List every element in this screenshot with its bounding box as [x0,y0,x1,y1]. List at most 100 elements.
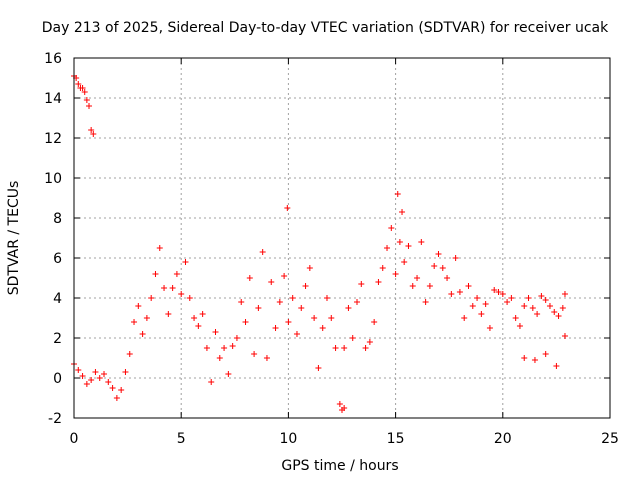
data-point [469,303,476,309]
data-point [173,271,180,277]
data-point [426,283,433,289]
data-point [182,259,189,265]
data-point [379,265,386,271]
data-point [75,81,82,87]
data-point [276,299,283,305]
data-point [392,271,399,277]
data-point [272,325,279,331]
data-point [405,243,412,249]
data-point [81,89,88,95]
data-point [546,303,553,309]
data-point [79,85,86,91]
data-point [148,295,155,301]
data-point [92,369,99,375]
data-point [486,325,493,331]
data-point [531,357,538,363]
data-point [431,263,438,269]
data-point [311,315,318,321]
data-point [88,377,95,383]
data-point [341,345,348,351]
data-point [242,319,249,325]
y-tick-label: 12 [44,131,62,147]
data-point [332,345,339,351]
data-point [512,315,519,321]
data-point [534,311,541,317]
x-tick-label: 0 [70,431,79,447]
data-point [75,367,82,373]
data-point [474,295,481,301]
y-tick-label: 6 [53,251,62,267]
data-point [238,299,245,305]
data-point [414,275,421,281]
data-point [203,345,210,351]
data-point [131,319,138,325]
data-point [323,295,330,301]
data-point [358,281,365,287]
data-point [263,355,270,361]
data-point [521,355,528,361]
data-point [156,245,163,251]
data-point [255,305,262,311]
y-tick-label: 4 [53,291,62,307]
data-point [152,271,159,277]
data-point [169,285,176,291]
data-point [349,335,356,341]
data-point [551,309,558,315]
data-point [122,369,129,375]
data-point [251,351,258,357]
data-point [521,303,528,309]
data-point [328,315,335,321]
data-point [83,97,90,103]
data-point [478,311,485,317]
grid [74,58,610,418]
y-tick-label: 16 [44,51,62,67]
data-point [465,283,472,289]
data-point [341,405,348,411]
data-point [126,351,133,357]
data-point [139,331,146,337]
data-point [418,239,425,245]
chart-title: Day 213 of 2025, Sidereal Day-to-day VTE… [42,20,609,36]
data-point [319,325,326,331]
plot-frame [73,57,611,419]
data-point [516,323,523,329]
data-point [396,239,403,245]
data-point [542,297,549,303]
x-tick-label: 5 [177,431,186,447]
data-point [384,245,391,251]
data-point [559,305,566,311]
data-point [289,295,296,301]
x-tick-label: 15 [387,431,405,447]
y-tick-label: 2 [53,331,62,347]
data-point [90,131,97,137]
data-point [504,299,511,305]
data-point [482,301,489,307]
x-tick-label: 20 [494,431,512,447]
data-point [113,395,120,401]
y-tick-label: 14 [44,91,62,107]
x-tick-label: 10 [279,431,297,447]
data-point [96,375,103,381]
data-point [375,279,382,285]
data-point [302,283,309,289]
data-point [394,191,401,197]
data-point [315,365,322,371]
data-point [186,295,193,301]
y-axis-label: SDTVAR / TECUs [6,181,22,296]
data-point [285,319,292,325]
data-point [233,335,240,341]
data-point [225,371,232,377]
data-point [499,291,506,297]
data-point [439,265,446,271]
data-point [79,373,86,379]
data-point [143,315,150,321]
y-tick-label: -2 [48,411,62,427]
data-point [178,291,185,297]
data-point [401,259,408,265]
x-axis-label: GPS time / hours [281,458,398,474]
data-point [448,291,455,297]
data-point [422,299,429,305]
data-point [525,295,532,301]
data-point [495,289,502,295]
